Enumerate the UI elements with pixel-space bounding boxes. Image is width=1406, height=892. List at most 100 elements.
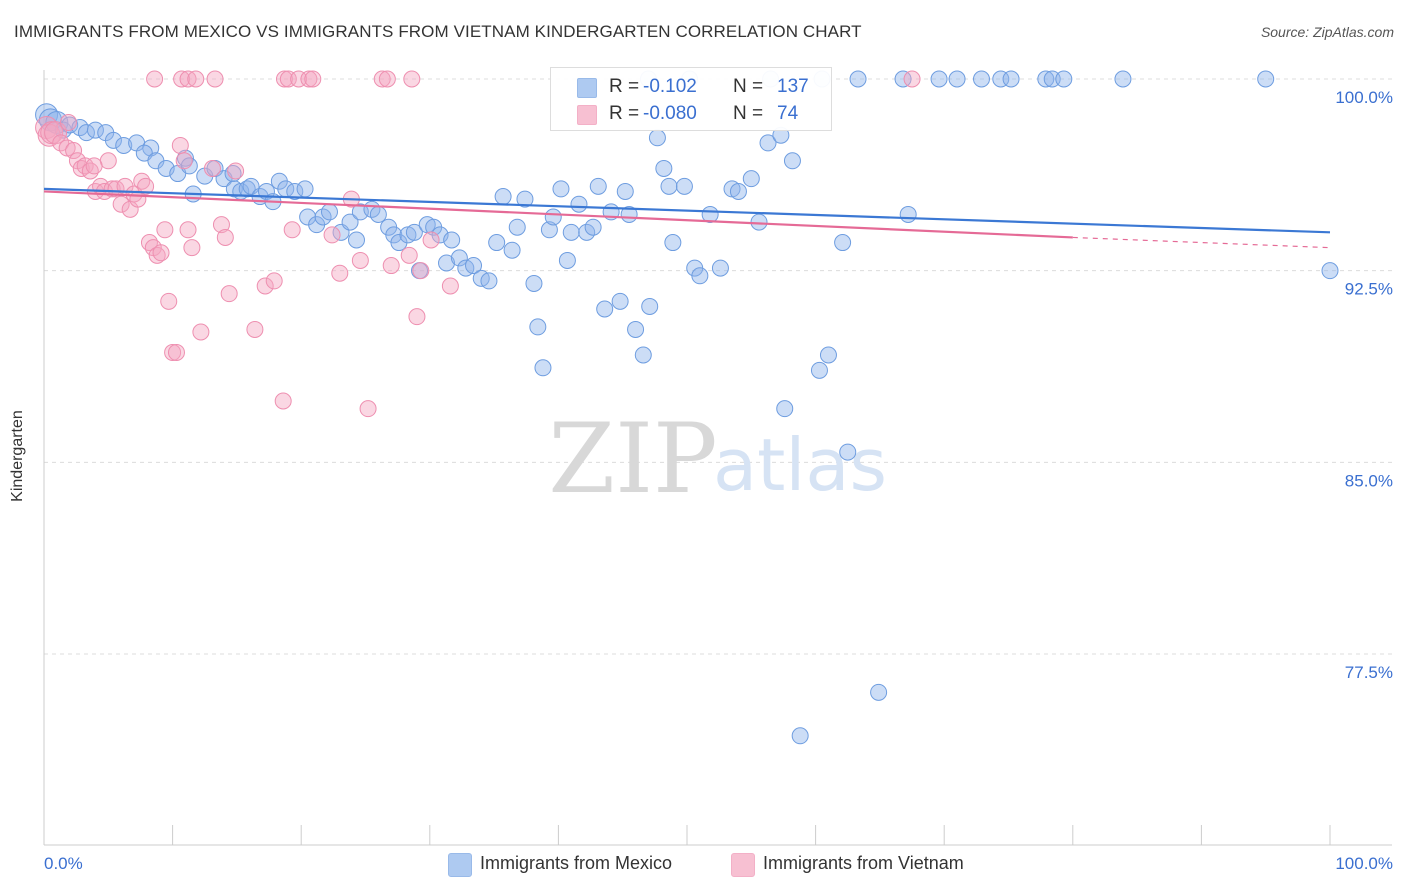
mexico-point (834, 234, 852, 252)
vietnam-point (331, 264, 349, 282)
mexico-point (894, 70, 912, 88)
vietnam-point (246, 320, 264, 338)
mexico-point (992, 70, 1010, 88)
x-tick-labels: 0.0% 100.0% (44, 854, 1393, 873)
vietnam-point (227, 162, 245, 180)
y-tick-label: 85.0% (1345, 471, 1393, 490)
r-value: -0.080 (643, 103, 697, 124)
vietnam-point (65, 142, 83, 160)
mexico-point (508, 218, 526, 236)
vietnam-trend-extension (1072, 236, 1331, 249)
y-tick-label: 77.5% (1345, 663, 1393, 682)
mexico-point (783, 152, 801, 170)
trend-lines (43, 187, 1331, 249)
mexico-point (540, 221, 558, 239)
x-tick-label-max: 100.0% (1335, 854, 1393, 873)
vietnam-point (279, 70, 297, 88)
mexico-point (759, 134, 777, 152)
watermark-atlas: atlas (713, 423, 887, 507)
mexico-point (611, 292, 629, 310)
mexico-point (930, 70, 948, 88)
mexico-point (819, 346, 837, 364)
mexico-point (641, 297, 659, 315)
vietnam-point (408, 308, 426, 326)
vietnam-point (373, 70, 391, 88)
mexico-point (660, 177, 678, 195)
source-label[interactable]: Source: ZipAtlas.com (1260, 24, 1394, 40)
series-legend: Immigrants from Mexico Immigrants from V… (0, 852, 1406, 878)
vietnam-point (146, 70, 164, 88)
mexico-point (711, 259, 729, 277)
n-value: 74 (777, 103, 799, 124)
n-value: 137 (777, 76, 809, 97)
vietnam-point (167, 343, 185, 361)
vietnam-point (220, 285, 238, 303)
vietnam-swatch (577, 105, 597, 125)
mexico-point (544, 208, 562, 226)
mexico-point (972, 70, 990, 88)
x-tick-label-min: 0.0% (44, 854, 83, 873)
vietnam-point (304, 70, 322, 88)
n-label: N = (733, 76, 764, 97)
vietnam-point (382, 257, 400, 275)
vietnam-point (422, 231, 440, 249)
r-value: -0.102 (643, 76, 697, 97)
vietnam-point (359, 400, 377, 418)
mexico-point (948, 70, 966, 88)
mexico-point (552, 180, 570, 198)
stats-row-vietnam: R = -0.080 N = 74 (551, 101, 831, 127)
mexico-point (584, 218, 602, 236)
mexico-point (465, 257, 483, 275)
vietnam-point (179, 221, 197, 239)
mexico-point (341, 213, 359, 231)
mexico-point (320, 203, 338, 221)
watermark-zip: ZIP (548, 403, 717, 515)
mexico-point (443, 231, 461, 249)
vietnam-point (216, 228, 234, 246)
mexico-point (627, 320, 645, 338)
mexico-trend-line (43, 187, 1331, 234)
mexico-point (438, 254, 456, 272)
mexico-point (675, 177, 693, 195)
mexico-swatch (577, 78, 597, 98)
mexico-point (529, 318, 547, 336)
vietnam-point (203, 159, 221, 177)
mexico-point (1321, 262, 1339, 280)
legend-label-vietnam: Immigrants from Vietnam (763, 853, 964, 873)
vietnam-point (137, 177, 155, 195)
vietnam-point (378, 70, 396, 88)
r-label: R = (609, 76, 640, 97)
mexico-point (115, 136, 133, 154)
mexico-point (729, 182, 747, 200)
vietnam-point (156, 221, 174, 239)
gridlines (44, 78, 1392, 655)
chart-title: IMMIGRANTS FROM MEXICO VS IMMIGRANTS FRO… (14, 22, 862, 41)
mexico-point (286, 182, 304, 200)
mexico-point (347, 231, 365, 249)
mexico-point (180, 157, 198, 175)
mexico-point (503, 241, 521, 259)
mexico-legend-swatch (448, 853, 472, 877)
r-label: R = (609, 103, 640, 124)
mexico-point (562, 223, 580, 241)
mexico-point (516, 190, 534, 208)
mexico-point (849, 70, 867, 88)
vietnam-point (192, 323, 210, 341)
vietnam-point (171, 136, 189, 154)
mexico-point (224, 165, 242, 183)
y-tick-labels: 100.0% 92.5% 85.0% 77.5% (1335, 88, 1393, 682)
mexico-point (648, 129, 666, 147)
vietnam-point (183, 239, 201, 257)
mexico-point (494, 188, 512, 206)
mexico-point (839, 443, 857, 461)
vietnam-point (412, 262, 430, 280)
mexico-point (655, 159, 673, 177)
mexico-point (899, 205, 917, 223)
y-tick-label: 92.5% (1345, 280, 1393, 299)
axes (43, 70, 1392, 846)
mexico-point (664, 234, 682, 252)
mexico-point (616, 182, 634, 200)
vietnam-point (351, 251, 369, 269)
n-label: N = (733, 103, 764, 124)
vietnam-point (212, 216, 230, 234)
